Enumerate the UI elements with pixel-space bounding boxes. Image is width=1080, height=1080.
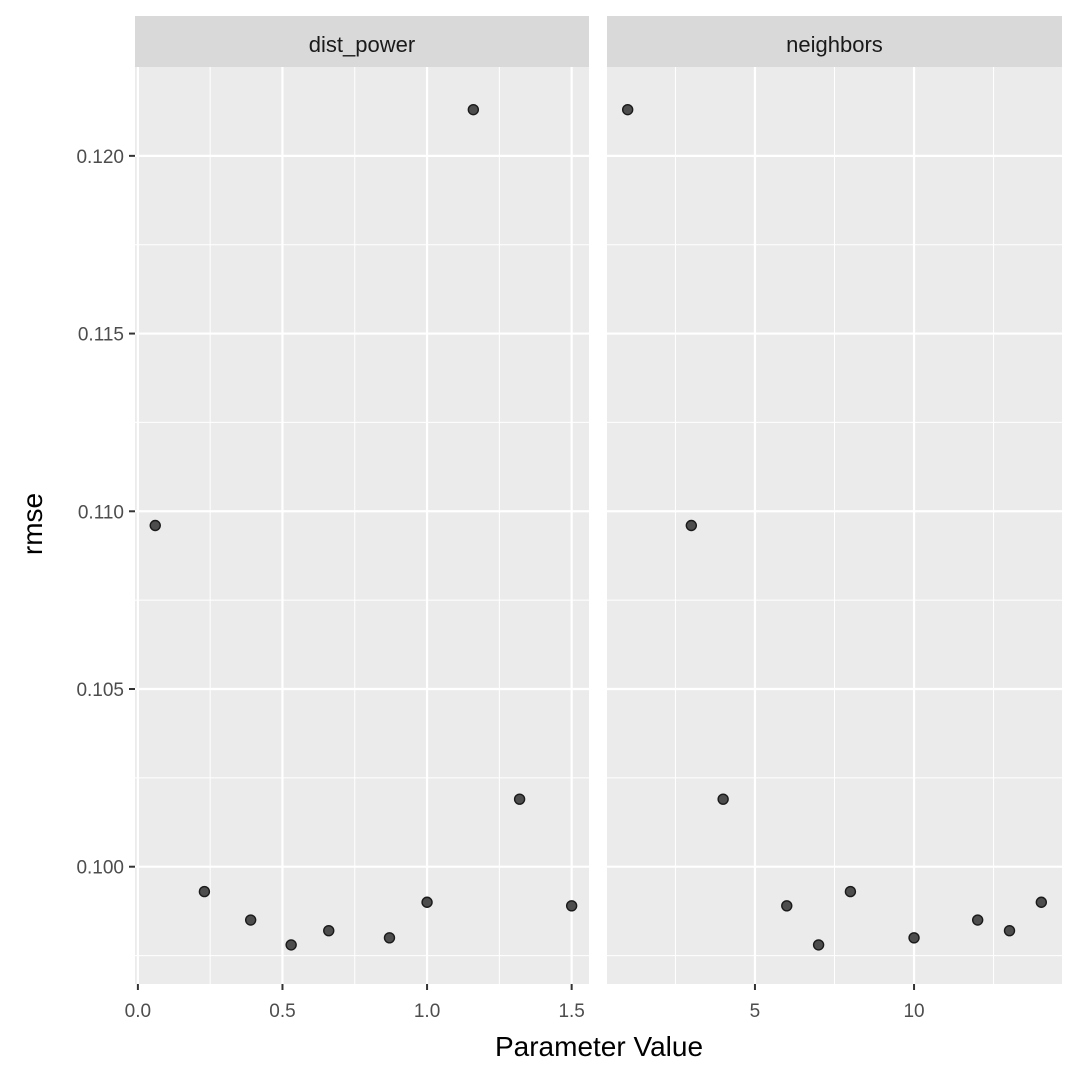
x-tick-label: 10	[903, 1001, 924, 1022]
facet-strip-label-neighbors: neighbors	[786, 32, 883, 57]
facet-strip-label-dist_power: dist_power	[309, 32, 415, 57]
facet-strip-dist_power	[135, 16, 589, 67]
x-tick-label: 1.0	[414, 1001, 440, 1022]
y-axis-title: rmse	[17, 493, 48, 555]
y-tick-label: 0.100	[76, 858, 124, 879]
data-point	[717, 793, 729, 805]
facet-neighbors: neighbors 5 10	[607, 16, 1062, 1022]
data-point	[285, 939, 297, 951]
x-tick-label: 0.5	[269, 1001, 295, 1022]
x-tick-label: 0.0	[125, 1001, 151, 1022]
data-point	[513, 793, 526, 805]
panel-background-dist_power	[135, 67, 589, 984]
data-point	[812, 939, 825, 951]
y-axis: 0.100 0.105 0.110 0.115 0.120	[76, 147, 135, 879]
facet-dist_power: dist_power 0.0 0.5 1.0 1.5	[125, 16, 589, 1022]
data-point	[421, 896, 433, 908]
data-point	[685, 519, 698, 532]
x-tick-label: 1.5	[558, 1001, 584, 1022]
data-point	[467, 103, 480, 116]
data-point	[198, 885, 211, 898]
data-point	[565, 900, 578, 912]
data-point	[244, 914, 257, 926]
x-axis-title: Parameter Value	[495, 1031, 703, 1062]
data-point	[781, 900, 793, 912]
data-point	[971, 914, 984, 926]
x-tick-label: 5	[750, 1001, 761, 1022]
facet-strip-neighbors	[607, 16, 1062, 67]
data-point	[323, 924, 335, 937]
y-tick-label: 0.115	[78, 325, 124, 346]
data-point	[1035, 896, 1048, 908]
data-point	[621, 103, 634, 116]
data-point	[1003, 924, 1016, 937]
data-point	[844, 885, 857, 898]
data-point	[149, 519, 161, 532]
data-point	[908, 932, 920, 944]
facet-panels: dist_power 0.0 0.5 1.0 1.5 neighbors 5 10	[125, 16, 1062, 1022]
y-tick-label: 0.105	[76, 680, 124, 701]
y-tick-label: 0.110	[78, 502, 124, 523]
data-point	[383, 932, 396, 944]
y-tick-label: 0.120	[76, 147, 124, 168]
